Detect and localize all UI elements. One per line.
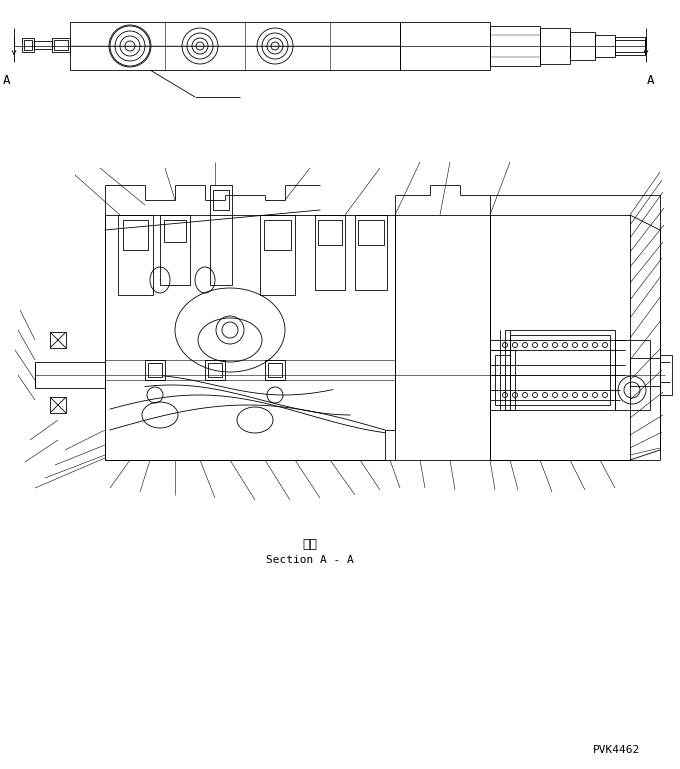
Bar bbox=[615, 37, 645, 55]
Bar bbox=[265, 360, 285, 380]
Bar bbox=[510, 335, 610, 405]
Text: PVK4462: PVK4462 bbox=[593, 745, 640, 755]
Bar bbox=[260, 215, 295, 295]
Bar bbox=[318, 220, 342, 245]
Text: A: A bbox=[647, 74, 655, 86]
Bar bbox=[35, 362, 105, 388]
Bar bbox=[213, 190, 229, 210]
Bar bbox=[164, 220, 186, 242]
Text: Section A - A: Section A - A bbox=[266, 555, 354, 565]
Bar bbox=[615, 40, 645, 52]
Bar bbox=[123, 220, 148, 250]
Bar bbox=[205, 360, 225, 380]
Bar bbox=[160, 215, 190, 285]
Text: 断面: 断面 bbox=[303, 538, 318, 551]
Bar bbox=[268, 363, 282, 377]
Bar bbox=[615, 340, 650, 410]
Bar bbox=[660, 355, 672, 395]
Bar bbox=[24, 40, 32, 50]
Bar bbox=[595, 35, 615, 57]
Bar bbox=[22, 38, 34, 52]
Bar bbox=[148, 363, 162, 377]
Bar bbox=[540, 28, 570, 64]
Bar bbox=[50, 397, 66, 413]
Text: A: A bbox=[3, 74, 11, 86]
Bar bbox=[145, 360, 165, 380]
Bar bbox=[400, 22, 490, 70]
Bar bbox=[210, 185, 232, 285]
Bar bbox=[630, 358, 660, 386]
Bar bbox=[495, 355, 510, 405]
Bar bbox=[355, 215, 387, 290]
Bar bbox=[118, 215, 153, 295]
Bar bbox=[54, 40, 68, 50]
Bar bbox=[50, 332, 66, 348]
Bar bbox=[570, 32, 595, 60]
Bar bbox=[358, 220, 384, 245]
Bar bbox=[315, 215, 345, 290]
Bar bbox=[52, 38, 70, 52]
Bar bbox=[264, 220, 291, 250]
Bar bbox=[490, 26, 540, 66]
Bar bbox=[34, 41, 52, 49]
Bar bbox=[505, 330, 615, 410]
Bar bbox=[70, 22, 400, 70]
Bar bbox=[490, 350, 515, 410]
Bar bbox=[208, 363, 222, 377]
